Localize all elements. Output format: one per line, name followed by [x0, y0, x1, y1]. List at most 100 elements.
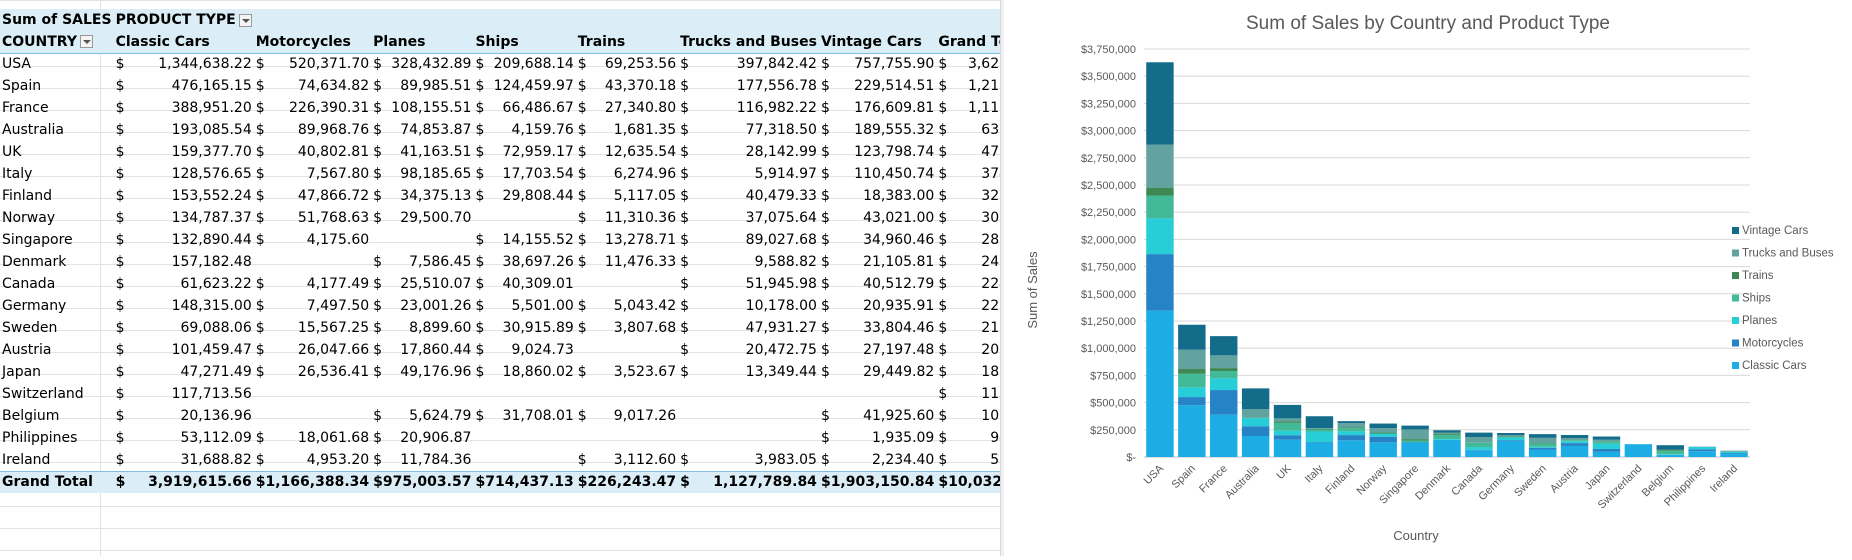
table-row[interactable]: Belgium$20,136.96$5,624.79$31,708.01$9,0…: [0, 405, 1063, 427]
bar-segment: [1433, 435, 1460, 439]
x-tick-label: Denmark: [1413, 462, 1453, 502]
table-row[interactable]: Australia$193,085.54$89,968.76$74,853.87…: [0, 119, 1063, 141]
table-row[interactable]: Ireland$31,688.82$4,953.20$11,784.36$3,1…: [0, 449, 1063, 471]
table-row[interactable]: Switzerland$117,713.56$117,713.56: [0, 383, 1063, 405]
legend[interactable]: Vintage Cars Trucks and Buses Trains Ships P…: [1732, 225, 1834, 372]
legend-entry[interactable]: Motorcycles: [1742, 338, 1804, 350]
y-tick-label: $3,500,000: [1081, 71, 1136, 83]
sales-value: 18,383.00: [863, 188, 934, 204]
sales-value: 9,017.26: [614, 408, 676, 424]
currency-symbol: $: [475, 342, 484, 358]
bar-segment: [1210, 415, 1237, 457]
currency-symbol: $: [821, 364, 830, 380]
bar-segment: [1306, 429, 1333, 430]
column-header[interactable]: Trains: [578, 34, 625, 50]
bar-segment: [1497, 441, 1524, 457]
table-row[interactable]: Italy$128,576.65$7,567.80$98,185.65$17,7…: [0, 163, 1063, 185]
legend-entry[interactable]: Trains: [1742, 270, 1774, 282]
column-header[interactable]: Trucks and Buses: [680, 34, 817, 50]
sales-value: 757,755.90: [854, 56, 934, 72]
currency-symbol: $: [680, 232, 689, 248]
chart-area[interactable]: Sum of Sales by Country and Product Type…: [1004, 0, 1852, 556]
bar-segment: [1497, 440, 1524, 441]
currency-symbol: $: [578, 210, 587, 226]
bar-segment: [1369, 437, 1396, 443]
table-row[interactable]: Japan$47,271.49$26,536.41$49,176.96$18,8…: [0, 361, 1063, 383]
grand-total-row[interactable]: Grand Total$3,919,615.66$1,166,388.34$97…: [0, 471, 1063, 493]
country-label: Austria: [2, 342, 51, 358]
bar-segment: [1465, 437, 1492, 443]
table-row[interactable]: USA$1,344,638.22$520,371.70$328,432.89$2…: [0, 53, 1063, 75]
bar-segment: [1178, 325, 1205, 350]
x-tick-label: Germany: [1476, 462, 1517, 503]
column-header[interactable]: Ships: [475, 34, 518, 50]
currency-symbol: $: [475, 166, 484, 182]
sales-value: 17,703.54: [503, 166, 574, 182]
x-tick-label: UK: [1274, 462, 1294, 482]
bar-segment: [1657, 454, 1684, 455]
bar-segment: [1401, 439, 1428, 440]
column-filter-dropdown-icon[interactable]: [239, 14, 252, 27]
legend-entry[interactable]: Vintage Cars: [1742, 225, 1809, 237]
column-header[interactable]: Vintage Cars: [821, 34, 922, 50]
currency-symbol: $: [373, 254, 382, 270]
currency-symbol: $: [256, 298, 265, 314]
table-row[interactable]: Canada$61,623.22$4,177.49$25,510.07$40,3…: [0, 273, 1063, 295]
sales-value: 148,315.00: [172, 298, 252, 314]
bar-segment: [1497, 436, 1524, 437]
bar-segment: [1274, 440, 1301, 457]
currency-symbol: $: [578, 320, 587, 336]
sales-value: 193,085.54: [172, 122, 252, 138]
legend-entry[interactable]: Ships: [1742, 293, 1771, 305]
currency-symbol: $: [680, 166, 689, 182]
currency-symbol: $: [116, 408, 125, 424]
legend-entry[interactable]: Planes: [1742, 315, 1777, 327]
column-header[interactable]: Classic Cars: [116, 34, 210, 50]
table-row[interactable]: Singapore$132,890.44$4,175.60$14,155.52$…: [0, 229, 1063, 251]
x-tick-label: USA: [1142, 462, 1167, 487]
table-row[interactable]: Philippines$53,112.09$18,061.68$20,906.8…: [0, 427, 1063, 449]
legend-swatch: [1732, 272, 1739, 279]
column-header[interactable]: Planes: [373, 34, 425, 50]
currency-symbol: $: [578, 364, 587, 380]
table-row[interactable]: Spain$476,165.15$74,634.82$89,985.51$124…: [0, 75, 1063, 97]
sales-value: 229,514.51: [854, 78, 934, 94]
bar-segment: [1465, 450, 1492, 457]
legend-entry[interactable]: Classic Cars: [1742, 360, 1807, 372]
x-axis-label: Country: [1393, 528, 1439, 543]
sales-value: 3,523.67: [614, 364, 676, 380]
legend-entry[interactable]: Trucks and Buses: [1742, 248, 1834, 260]
bar-segment: [1146, 254, 1173, 311]
bar-segment: [1529, 434, 1556, 438]
table-row[interactable]: Austria$101,459.47$26,047.66$17,860.44$9…: [0, 339, 1063, 361]
currency-symbol: $: [938, 386, 947, 402]
currency-symbol: $: [475, 144, 484, 160]
bar-segment: [1561, 435, 1588, 438]
table-row[interactable]: UK$159,377.70$40,802.81$41,163.51$72,959…: [0, 141, 1063, 163]
currency-symbol: $: [116, 386, 125, 402]
table-row[interactable]: Denmark$157,182.48$7,586.45$38,697.26$11…: [0, 251, 1063, 273]
stacked-bar-chart[interactable]: Sum of Sales by Country and Product Type…: [1004, 0, 1852, 556]
table-row[interactable]: Sweden$69,088.06$15,567.25$8,899.60$30,9…: [0, 317, 1063, 339]
table-row[interactable]: France$388,951.20$226,390.31$108,155.51$…: [0, 97, 1063, 119]
bar-segment: [1625, 444, 1652, 457]
currency-symbol: $: [821, 166, 830, 182]
table-row[interactable]: Norway$134,787.37$51,768.63$29,500.70$11…: [0, 207, 1063, 229]
country-label: Denmark: [2, 254, 66, 270]
table-row[interactable]: Finland$153,552.24$47,866.72$34,375.13$2…: [0, 185, 1063, 207]
bar-segment: [1401, 429, 1428, 439]
row-sort-filter-icon[interactable]: [80, 35, 93, 48]
bar-segment: [1178, 374, 1205, 388]
sales-value: 4,953.20: [307, 452, 369, 468]
country-label: Canada: [2, 276, 55, 292]
table-row[interactable]: Germany$148,315.00$7,497.50$23,001.26$5,…: [0, 295, 1063, 317]
row-field-label: COUNTRY: [2, 34, 77, 50]
currency-symbol: $: [680, 144, 689, 160]
sales-value: 7,567.80: [307, 166, 369, 182]
bar-segment: [1561, 446, 1588, 457]
column-header[interactable]: Motorcycles: [256, 34, 351, 50]
x-tick-label: Sweden: [1512, 463, 1549, 500]
currency-symbol: $: [475, 188, 484, 204]
sales-value: 20,906.87: [400, 430, 471, 446]
